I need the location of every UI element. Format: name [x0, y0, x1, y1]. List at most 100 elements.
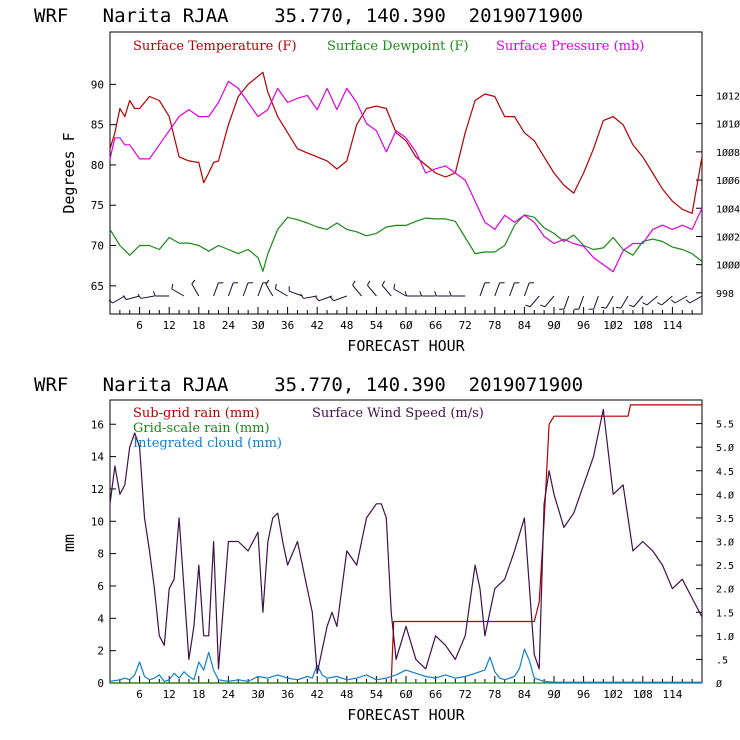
- legend-sub-grid-rain: Sub-grid rain (mm): [133, 406, 260, 421]
- wind-barb-feather: [315, 296, 320, 302]
- y2-tick-label: Ø: [716, 678, 722, 690]
- y2-tick-label: 5.Ø: [716, 442, 734, 454]
- wind-barb-feather: [265, 279, 270, 285]
- y-tick-label: 90: [91, 78, 104, 91]
- x-tick-label: 78: [488, 688, 501, 701]
- y2-tick-label: 3.5: [716, 514, 734, 525]
- wind-barb: [523, 282, 530, 297]
- wind-barb-feather: [274, 283, 277, 290]
- wind-barb: [242, 282, 249, 297]
- wind-barb-feather: [657, 302, 662, 306]
- x-tick-label: 48: [340, 688, 353, 701]
- wind-barb-feather: [540, 304, 546, 308]
- wind-barb: [367, 284, 377, 297]
- panel-2-x-axis-label: FORECAST HOUR: [347, 706, 465, 724]
- y2-tick-label: 1Ø1Ø: [716, 119, 740, 131]
- x-tick-label: 1Ø8: [633, 319, 653, 332]
- legend-surface-dewpoint: Surface Dewpoint (F): [327, 39, 469, 54]
- x-tick-label: 6Ø: [399, 319, 413, 332]
- wind-barb: [318, 295, 333, 302]
- y-tick-label: 4: [97, 612, 104, 625]
- x-tick-label: 12: [163, 688, 176, 701]
- wind-barb: [333, 295, 347, 302]
- y-tick-label: 10: [91, 515, 104, 528]
- legend-surface-wind-speed: Surface Wind Speed (m/s): [312, 406, 484, 421]
- legend-integrated-cloud: Integrated cloud (mm): [133, 436, 282, 451]
- y-tick-label: 12: [91, 483, 104, 496]
- wind-barb: [646, 295, 658, 306]
- wind-barb: [265, 283, 274, 297]
- x-tick-label: 72: [459, 688, 472, 701]
- y-tick-label: 65: [91, 280, 104, 293]
- y2-tick-label: 1.Ø: [716, 631, 734, 643]
- x-tick-label: 6: [136, 688, 143, 701]
- x-tick-label: 48: [340, 319, 353, 332]
- wind-barb: [578, 295, 585, 310]
- y2-tick-label: 1ØØ4: [716, 203, 740, 215]
- x-tick-label: 84: [518, 688, 532, 701]
- panel-2-y-axis-label: mm: [60, 534, 78, 552]
- y2-tick-label: 1ØØ6: [716, 175, 740, 187]
- wind-barb-feather: [404, 291, 408, 297]
- wind-barb-feather: [300, 293, 304, 299]
- wind-barb: [674, 295, 688, 304]
- y2-tick-label: 2.5: [716, 561, 734, 572]
- y-tick-label: 0: [97, 677, 104, 690]
- surface-dewpoint-line: [109, 214, 703, 272]
- wind-barb-feather: [601, 306, 607, 309]
- x-tick-label: 24: [222, 688, 236, 701]
- y2-tick-label: .5: [716, 655, 728, 666]
- wind-barb-feather: [434, 291, 437, 297]
- wind-barb: [605, 295, 614, 309]
- y-tick-label: 8: [97, 548, 104, 561]
- wind-barb: [227, 282, 234, 297]
- wind-barb-feather: [393, 283, 396, 290]
- wind-barb-feather: [419, 291, 423, 297]
- x-tick-label: 66: [429, 319, 442, 332]
- x-tick-label: 114: [662, 688, 682, 701]
- x-tick-label: 54: [370, 688, 384, 701]
- wind-barb-feather: [628, 304, 634, 308]
- y2-tick-label: 1Ø12: [716, 90, 740, 102]
- x-tick-label: 1Ø2: [603, 319, 623, 332]
- wind-barb: [494, 282, 501, 297]
- y-tick-label: 6: [97, 580, 104, 593]
- y2-tick-label: 1.5: [716, 608, 734, 619]
- wind-barb: [661, 295, 673, 306]
- wind-barb: [275, 288, 288, 297]
- wind-barb: [633, 295, 644, 308]
- y2-tick-label: 1ØØ8: [716, 147, 740, 159]
- y-tick-label: 80: [91, 159, 104, 172]
- y2-tick-label: 5.5: [716, 420, 734, 431]
- wind-barb: [257, 282, 264, 297]
- x-tick-label: 42: [311, 319, 324, 332]
- x-tick-label: 1Ø8: [633, 688, 653, 701]
- surface-wind-speed-line: [109, 408, 703, 675]
- wind-barb-feather: [525, 304, 531, 308]
- wind-barb: [381, 284, 392, 297]
- wind-barb-feather: [366, 280, 371, 286]
- x-tick-label: 78: [488, 319, 501, 332]
- wind-barb-feather: [152, 291, 156, 297]
- y-tick-label: 70: [91, 240, 104, 253]
- legend-surface-pressure: Surface Pressure (mb): [496, 39, 644, 54]
- wind-barb-feather: [137, 293, 142, 299]
- wind-barb: [191, 283, 200, 297]
- x-tick-label: 42: [311, 688, 324, 701]
- wind-barb: [125, 295, 140, 301]
- wind-barb: [112, 295, 126, 304]
- y2-tick-label: 1ØØØ: [716, 260, 740, 272]
- sub-grid-rain-line: [110, 404, 702, 684]
- surface-temperature-line: [109, 71, 703, 214]
- x-tick-label: 66: [429, 688, 442, 701]
- x-tick-label: 12: [163, 319, 176, 332]
- wind-barb: [140, 295, 155, 299]
- wind-barb-feather: [191, 279, 196, 285]
- x-tick-label: 96: [577, 319, 590, 332]
- wind-barb-feather: [330, 296, 335, 302]
- x-tick-label: 36: [281, 319, 294, 332]
- wind-barb: [529, 295, 540, 308]
- wind-barb: [171, 288, 185, 297]
- wind-barb-feather: [670, 299, 676, 304]
- wind-barb: [213, 282, 219, 297]
